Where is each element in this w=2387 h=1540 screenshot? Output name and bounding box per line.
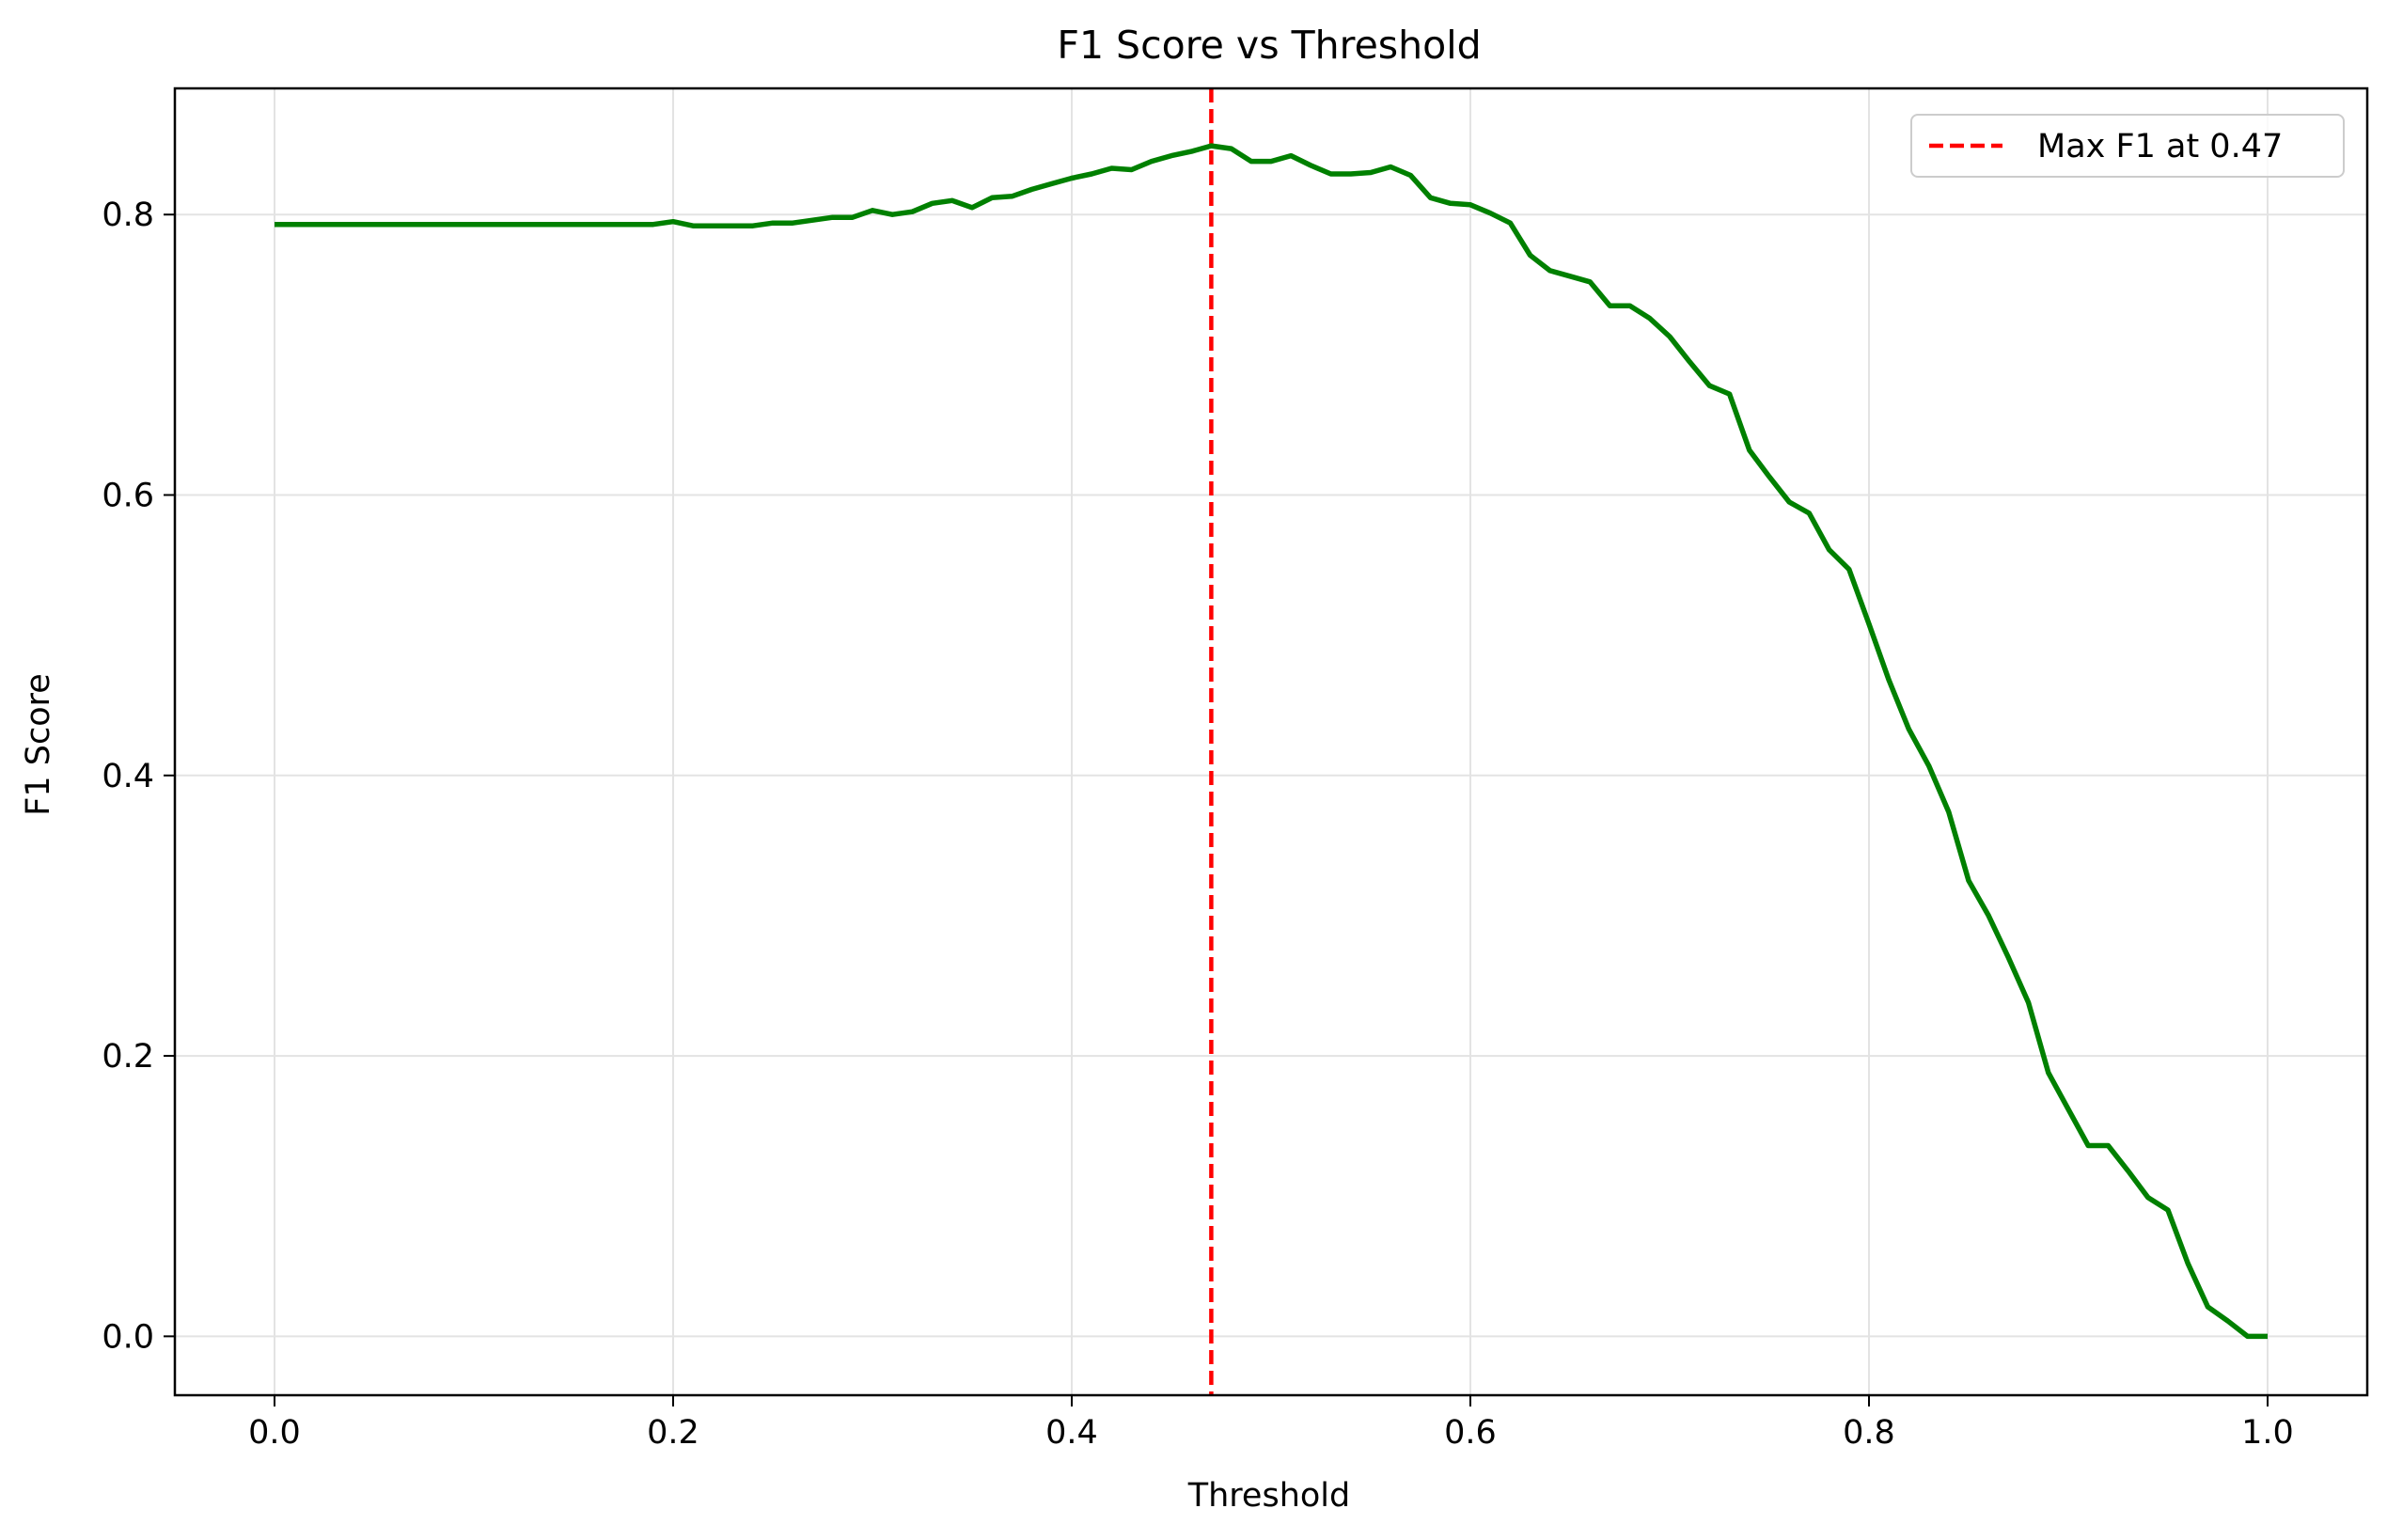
x-tick-label: 0.6: [1444, 1414, 1497, 1452]
x-tick-label: 0.4: [1045, 1414, 1098, 1452]
y-axis-label: F1 Score: [20, 673, 57, 816]
legend: Max F1 at 0.47: [1910, 114, 2345, 178]
x-tick-label: 0.8: [1843, 1414, 1895, 1452]
legend-box: [1910, 114, 2345, 178]
y-tick-label: 0.0: [102, 1318, 154, 1356]
x-axis-ticks: 0.0 0.2 0.4 0.6 0.8 1.0: [248, 1395, 2294, 1452]
y-tick-label: 0.6: [102, 478, 154, 515]
grid: [175, 88, 2367, 1395]
x-tick-label: 0.2: [647, 1414, 699, 1452]
chart-title: F1 Score vs Threshold: [1057, 23, 1481, 68]
y-tick-label: 0.4: [102, 758, 154, 795]
x-tick-label: 1.0: [2241, 1414, 2294, 1452]
x-axis-label: Threshold: [1187, 1477, 1351, 1515]
series: [275, 143, 2268, 1340]
y-axis-ticks: 0.0 0.2 0.4 0.6 0.8: [102, 196, 175, 1356]
legend-label: Max F1 at 0.47: [2037, 128, 2283, 165]
y-tick-label: 0.8: [102, 196, 154, 234]
y-tick-label: 0.2: [102, 1038, 154, 1076]
x-tick-label: 0.0: [248, 1414, 301, 1452]
f1-score-series-line: [275, 143, 2268, 1340]
plot-area-frame: [173, 86, 2369, 1397]
